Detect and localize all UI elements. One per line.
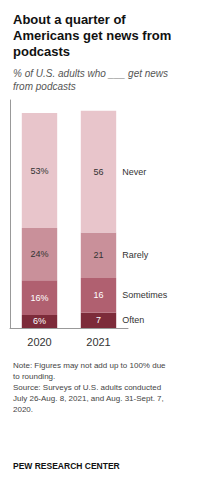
svg-text:Source: Surveys of U.S. adults: Source: Surveys of U.S. adults conducted [13, 383, 161, 392]
svg-text:Rarely: Rarely [122, 250, 149, 260]
svg-text:21: 21 [93, 250, 103, 260]
svg-text:2020.: 2020. [13, 405, 33, 414]
svg-text:7: 7 [96, 315, 101, 325]
svg-text:PEW RESEARCH CENTER: PEW RESEARCH CENTER [13, 461, 120, 471]
svg-text:Americans get news from: Americans get news from [13, 28, 171, 43]
svg-text:Sometimes: Sometimes [122, 290, 168, 300]
svg-text:Note: Figures may not add up t: Note: Figures may not add up to 100% due [13, 361, 166, 370]
svg-text:2020: 2020 [27, 336, 51, 348]
svg-text:from podcasts: from podcasts [13, 81, 76, 92]
svg-text:53%: 53% [30, 166, 48, 176]
svg-text:Often: Often [122, 315, 144, 325]
svg-text:6%: 6% [33, 316, 46, 326]
svg-text:to rounding.: to rounding. [13, 372, 55, 381]
svg-text:16%: 16% [30, 293, 48, 303]
svg-text:podcasts: podcasts [13, 44, 70, 59]
svg-text:16: 16 [93, 290, 103, 300]
svg-text:56: 56 [93, 167, 103, 177]
svg-text:July 26-Aug. 8, 2021, and Aug.: July 26-Aug. 8, 2021, and Aug. 31-Sept. … [13, 394, 164, 403]
svg-text:Never: Never [122, 167, 146, 177]
svg-text:% of U.S. adults who ___ get n: % of U.S. adults who ___ get news [13, 68, 168, 79]
svg-text:2021: 2021 [86, 336, 110, 348]
svg-text:24%: 24% [30, 249, 48, 259]
svg-text:About a quarter of: About a quarter of [13, 12, 126, 27]
